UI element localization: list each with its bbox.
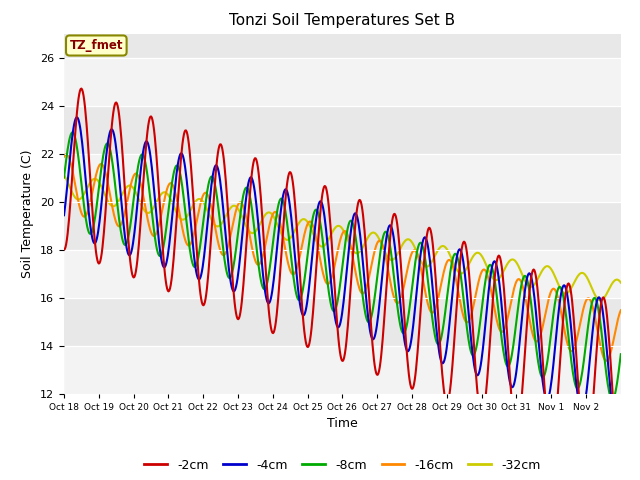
Legend: -2cm, -4cm, -8cm, -16cm, -32cm: -2cm, -4cm, -8cm, -16cm, -32cm xyxy=(140,454,545,477)
X-axis label: Time: Time xyxy=(327,417,358,430)
Y-axis label: Soil Temperature (C): Soil Temperature (C) xyxy=(22,149,35,278)
Bar xyxy=(64,58,621,106)
Bar xyxy=(64,154,621,202)
Bar xyxy=(64,250,621,298)
Bar xyxy=(64,346,621,394)
Title: Tonzi Soil Temperatures Set B: Tonzi Soil Temperatures Set B xyxy=(229,13,456,28)
Text: TZ_fmet: TZ_fmet xyxy=(70,39,123,52)
